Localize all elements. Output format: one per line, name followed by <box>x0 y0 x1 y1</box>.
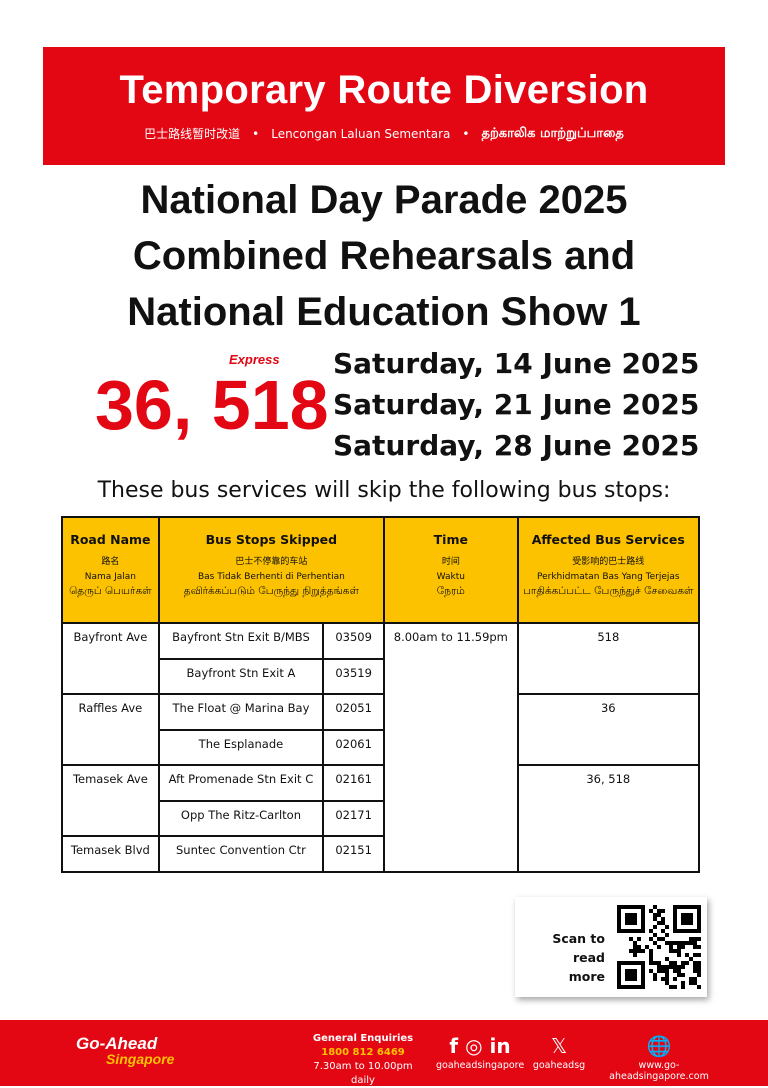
stop-name: Suntec Convention Ctr <box>157 835 325 873</box>
road-cell: Temasek Ave <box>61 764 160 837</box>
table-row: Opp The Ritz-Carlton 02171 <box>62 799 699 837</box>
stop-code: 02061 <box>322 728 386 766</box>
title-chinese: 巴士路线暂时改道 <box>144 127 241 141</box>
event-line: National Day Parade 2025 <box>140 178 628 222</box>
phone-number[interactable]: 1800 812 6469 <box>321 1047 405 1058</box>
services-cell: 518 <box>516 622 701 695</box>
date: Saturday, 14 June 2025 <box>333 347 700 380</box>
stop-code: 02151 <box>322 835 386 873</box>
table-header: Road Name 路名 Nama Jalan தெருப் பெயர்கள் Bus… <box>61 516 701 624</box>
event-title: National Day Parade 2025 Combined Rehear… <box>0 172 768 340</box>
event-line: National Education Show 1 <box>127 290 641 334</box>
table-row: Temasek Ave Aft Promenade Stn Exit C 021… <box>61 764 701 873</box>
stop-code: 03509 <box>322 622 386 660</box>
table-row: Bayfront Stn Exit A 03519 <box>62 657 699 695</box>
dates: Saturday, 14 June 2025 Saturday, 21 June… <box>333 343 699 466</box>
express-label: Express <box>229 352 280 367</box>
intro-text: These bus services will skip the followi… <box>97 478 671 503</box>
social-x[interactable]: 𝕏 goaheadsg <box>532 1034 586 1071</box>
stop-name: Aft Promenade Stn Exit C <box>157 764 325 802</box>
services-cell: 36 <box>516 693 701 766</box>
separator: • <box>462 126 470 141</box>
stop-code: 02171 <box>322 799 386 837</box>
stop-name: Opp The Ritz-Carlton <box>157 799 325 837</box>
table-row: Raffles Ave The Float @ Marina Bay 02051… <box>61 693 701 766</box>
x-icon: 𝕏 <box>550 1034 568 1058</box>
separator: • <box>252 126 260 141</box>
title-malay: Lencongan Laluan Sementara <box>271 126 451 141</box>
date: Saturday, 21 June 2025 <box>333 388 700 421</box>
stop-code: 03519 <box>322 657 386 695</box>
go-ahead-logo: Go-Ahead Singapore <box>76 1034 175 1067</box>
footer: Go-Ahead Singapore General Enquiries 1800… <box>0 1020 768 1086</box>
stop-name: The Esplanade <box>157 728 325 766</box>
time-cell: 8.00am to 11.59pm <box>383 622 519 873</box>
header-time: Time 时间 Waktu நேரம் <box>383 516 519 624</box>
enquiries: General Enquiries 1800 812 6469 7.30am t… <box>300 1032 426 1088</box>
title-tamil: தற்காலிக மாற்றுப்பாதை <box>481 125 624 141</box>
service-numbers: 36, 518 <box>95 366 329 444</box>
qr-caption: Scan to read more <box>552 931 605 984</box>
header-stops: Bus Stops Skipped 巴士不停靠的车站 Bas Tidak Berhe… <box>157 516 386 624</box>
website-link[interactable]: 🌐 www.go-aheadsingapore.com <box>592 1034 726 1082</box>
social-facebook-instagram-linkedin[interactable]: f ◎ in goaheadsingapore <box>436 1034 525 1071</box>
road-cell: Raffles Ave <box>61 693 160 766</box>
stop-name: Bayfront Stn Exit A <box>157 657 325 695</box>
stop-name: The Float @ Marina Bay <box>157 693 325 731</box>
table-row: Temasek Blvd Suntec Convention Ctr 02151 <box>61 835 699 873</box>
title-translations: 巴士路线暂时改道 • Lencongan Laluan Sementara • … <box>43 125 725 142</box>
globe-icon: 🌐 <box>646 1034 672 1058</box>
date: Saturday, 28 June 2025 <box>333 429 700 462</box>
header-services: Affected Bus Services 受影响的巴士路线 Perkhidmata… <box>516 516 701 624</box>
skipped-stops-table: Road Name 路名 Nama Jalan தெருப் பெயர்கள் Bus… <box>61 516 701 873</box>
road-cell: Temasek Blvd <box>61 835 160 873</box>
qr-code-icon[interactable] <box>617 905 701 989</box>
stop-code: 02051 <box>322 693 386 731</box>
stop-code: 02161 <box>322 764 386 802</box>
road-cell: Bayfront Ave <box>61 622 160 695</box>
title-banner: Temporary Route Diversion 巴士路线暂时改道 • Len… <box>43 47 725 165</box>
table-row: Bayfront Ave Bayfront Stn Exit B/MBS 035… <box>61 622 701 873</box>
qr-card[interactable]: Scan to read more <box>515 897 707 997</box>
stop-name: Bayfront Stn Exit B/MBS <box>157 622 325 660</box>
table-row: The Esplanade 02061 <box>62 728 699 766</box>
page-title: Temporary Route Diversion <box>119 68 649 112</box>
event-line: Combined Rehearsals and <box>132 234 636 278</box>
facebook-instagram-linkedin-icon: f ◎ in <box>449 1034 511 1058</box>
header-road: Road Name 路名 Nama Jalan தெருப் பெயர்கள் <box>61 516 160 624</box>
services-cell: 36, 518 <box>516 764 701 873</box>
